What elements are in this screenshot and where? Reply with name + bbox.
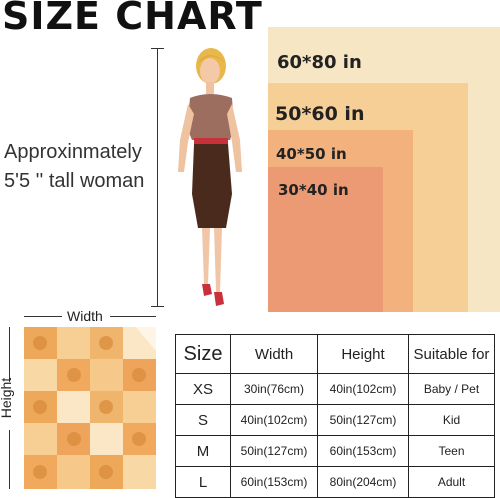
suitable-cell: Kid [408, 404, 495, 436]
suitable-column-header: Suitable for [408, 334, 495, 374]
blanket-preview-image [24, 327, 156, 489]
width-cell: 30in(76cm) [230, 373, 318, 405]
size-table: Size Width Height Suitable for XS 30in(7… [175, 334, 495, 498]
size-cell: XS [175, 373, 231, 405]
width-cell: 40in(102cm) [230, 404, 318, 436]
height-cell: 40in(102cm) [317, 373, 409, 405]
size-label-60x80: 60*80 in [277, 52, 362, 73]
reference-caption: Approxinmately 5'5 '' tall woman [4, 138, 144, 196]
size-cell: S [175, 404, 231, 436]
size-column-header: Size [175, 334, 231, 374]
reference-line-1: Approxinmately [4, 141, 142, 163]
size-rect-30x40 [268, 167, 383, 312]
height-ruler [157, 48, 158, 306]
width-ruler-right [110, 316, 156, 317]
height-label: Height [0, 377, 15, 419]
table-row: XS 30in(76cm) 40in(102cm) Baby / Pet [175, 373, 495, 405]
height-ruler-upper [9, 327, 10, 382]
width-column-header: Width [230, 334, 318, 374]
woman-illustration [178, 48, 242, 306]
width-cell: 50in(127cm) [230, 435, 318, 467]
size-table-header-row: Size Width Height Suitable for [175, 334, 495, 374]
size-cell: M [175, 435, 231, 467]
height-cell: 50in(127cm) [317, 404, 409, 436]
suitable-cell: Teen [408, 435, 495, 467]
size-label-40x50: 40*50 in [276, 145, 347, 163]
height-column-header: Height [317, 334, 409, 374]
page-title: SIZE CHART [2, 0, 263, 38]
reference-line-2: 5'5 '' tall woman [4, 170, 145, 192]
size-label-50x60: 50*60 in [275, 103, 365, 125]
height-ruler-bottom-tick [151, 306, 164, 307]
table-row: M 50in(127cm) 60in(153cm) Teen [175, 435, 495, 467]
table-row: S 40in(102cm) 50in(127cm) Kid [175, 404, 495, 436]
width-ruler-left [24, 316, 62, 317]
height-ruler-lower [9, 430, 10, 489]
suitable-cell: Baby / Pet [408, 373, 495, 405]
size-label-30x40: 30*40 in [278, 181, 349, 199]
width-label: Width [67, 308, 103, 324]
height-cell: 60in(153cm) [317, 435, 409, 467]
